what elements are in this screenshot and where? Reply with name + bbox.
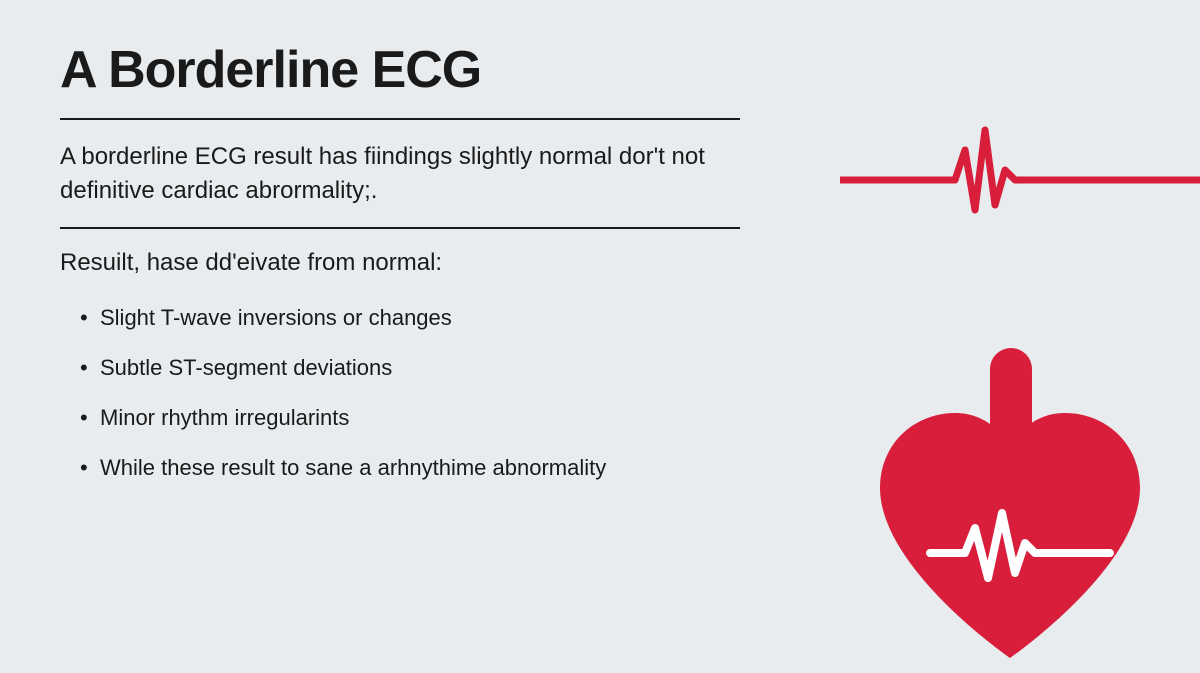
subheading-text: Resuilt, hase dd'eivate from normal: — [60, 249, 780, 277]
page-title: A Borderline ECG — [60, 40, 780, 100]
divider-top — [60, 118, 740, 120]
bullet-item: Minor rhythm irregularints — [80, 405, 780, 431]
description-text: A borderline ECG result has fiindings sl… — [60, 140, 740, 207]
ecg-line-icon — [840, 110, 1200, 250]
content-area: A Borderline ECG A borderline ECG result… — [60, 40, 780, 588]
bullet-list: Slight T-wave inversions or changes Subt… — [60, 305, 780, 481]
bullet-item: Slight T-wave inversions or changes — [80, 305, 780, 331]
heart-icon — [860, 348, 1160, 668]
divider-bottom — [60, 227, 740, 229]
bullet-item: Subtle ST-segment deviations — [80, 355, 780, 381]
ecg-path — [840, 130, 1200, 210]
bullet-item: While these result to sane a arhnythime … — [80, 455, 780, 481]
graphics-area — [820, 0, 1200, 628]
